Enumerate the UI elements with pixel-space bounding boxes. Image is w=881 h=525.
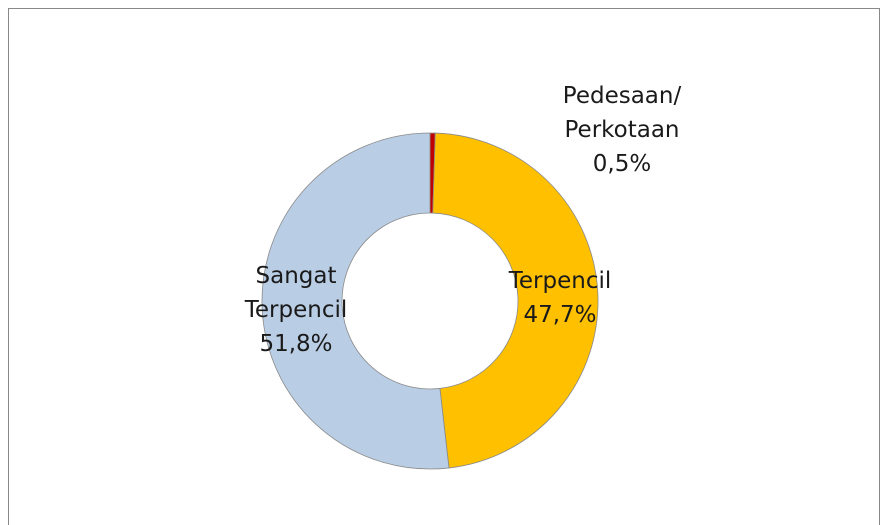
value-label: 51,8%	[259, 331, 333, 357]
value-label: 47,7%	[523, 302, 597, 328]
donut-slice	[261, 132, 450, 470]
category-label: Pedesaan/ Perkotaan	[562, 83, 682, 143]
frame	[8, 8, 880, 525]
donut-slice	[432, 132, 599, 469]
category-label: Terpencil	[508, 268, 612, 294]
data-label: Sangat Terpencil 51,8%	[245, 259, 348, 361]
value-label: 0,5%	[592, 151, 652, 177]
data-label: Pedesaan/ Perkotaan 0,5%	[563, 79, 681, 181]
category-label: Sangat Terpencil	[244, 263, 348, 323]
data-label: Terpencil 47,7%	[509, 264, 612, 332]
